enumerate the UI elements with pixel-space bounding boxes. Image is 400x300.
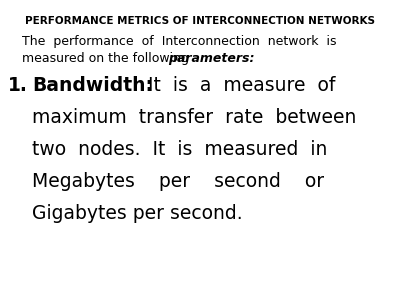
- Text: maximum  transfer  rate  between: maximum transfer rate between: [32, 108, 356, 127]
- Text: The  performance  of  Interconnection  network  is: The performance of Interconnection netwo…: [22, 35, 336, 48]
- Text: Gigabytes per second.: Gigabytes per second.: [32, 204, 243, 223]
- Text: 1.: 1.: [8, 76, 28, 95]
- Text: PERFORMANCE METRICS OF INTERCONNECTION NETWORKS: PERFORMANCE METRICS OF INTERCONNECTION N…: [25, 16, 375, 26]
- Text: Megabytes    per    second    or: Megabytes per second or: [32, 172, 324, 191]
- Text: It  is  a  measure  of: It is a measure of: [136, 76, 335, 95]
- Text: Bandwidth:: Bandwidth:: [32, 76, 153, 95]
- Text: measured on the following: measured on the following: [22, 52, 193, 65]
- Text: parameters:: parameters:: [168, 52, 254, 65]
- Text: two  nodes.  It  is  measured  in: two nodes. It is measured in: [32, 140, 327, 159]
